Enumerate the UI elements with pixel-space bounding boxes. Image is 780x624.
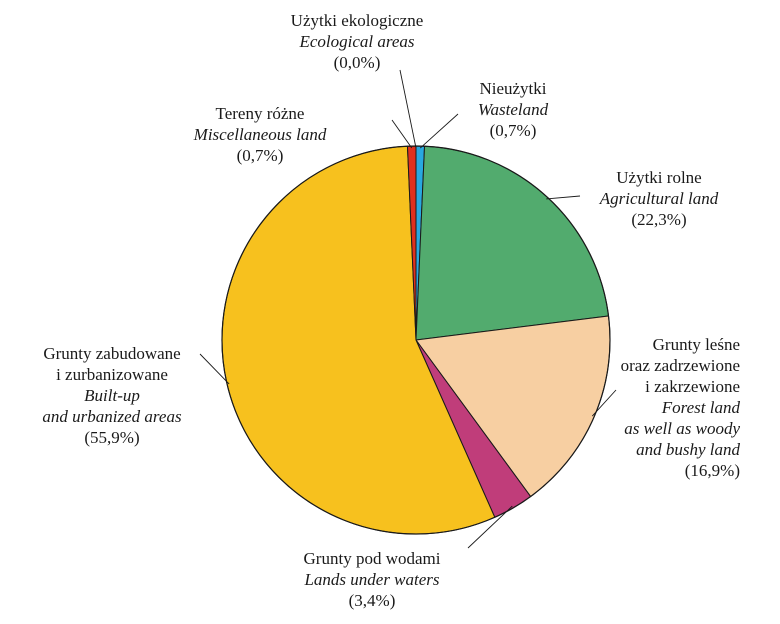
label-forest-pl-3: i zakrzewione — [645, 377, 740, 396]
label-agricultural-en: Agricultural land — [599, 189, 719, 208]
label-ecological-pl: Użytki ekologiczne — [290, 11, 424, 30]
label-forest-en-1: Forest land — [661, 398, 740, 417]
pie-slices — [221, 145, 611, 535]
label-builtup-pl-1: Grunty zabudowane — [43, 344, 181, 363]
label-wasteland-en: Wasteland — [477, 100, 549, 119]
label-ecological-value: (0,0%) — [333, 53, 381, 72]
label-builtup-pl-2: i zurbanizowane — [56, 365, 168, 384]
label-misc-en: Miscellaneous land — [193, 125, 327, 144]
leader-wasteland — [419, 113, 459, 149]
label-builtup: Grunty zabudowane i zurbanizowane Built-… — [10, 343, 214, 448]
label-forest-value: (16,9%) — [684, 461, 740, 480]
label-forest-pl-1: Grunty leśne — [652, 335, 740, 354]
label-misc-pl: Tereny różne — [215, 104, 305, 123]
slice-agricultural — [415, 145, 610, 341]
leader-ecological — [399, 69, 417, 149]
label-builtup-en-2: and urbanized areas — [42, 407, 182, 426]
leader-lines — [199, 69, 617, 549]
label-agricultural-value: (22,3%) — [631, 210, 687, 229]
label-waters-pl: Grunty pod wodami — [303, 549, 441, 568]
label-wasteland-value: (0,7%) — [489, 121, 537, 140]
label-builtup-en-1: Built-up — [84, 386, 140, 405]
label-forest: Grunty leśne oraz zadrzewione i zakrzewi… — [598, 334, 740, 481]
label-waters: Grunty pod wodami Lands under waters (3,… — [282, 548, 462, 611]
label-agricultural-pl: Użytki rolne — [616, 168, 702, 187]
label-wasteland-pl: Nieużytki — [479, 79, 547, 98]
label-waters-value: (3,4%) — [348, 591, 396, 610]
label-forest-en-3: and bushy land — [636, 440, 740, 459]
label-agricultural: Użytki rolne Agricultural land (22,3%) — [584, 167, 734, 230]
label-ecological: Użytki ekologiczne Ecological areas (0,0… — [262, 10, 452, 73]
leader-waters — [467, 505, 513, 549]
label-waters-en: Lands under waters — [304, 570, 440, 589]
leader-forest — [591, 389, 617, 417]
leader-misc — [391, 119, 413, 149]
label-builtup-value: (55,9%) — [84, 428, 140, 447]
label-ecological-en: Ecological areas — [299, 32, 415, 51]
label-forest-pl-2: oraz zadrzewione — [620, 356, 740, 375]
leader-builtup — [199, 353, 230, 385]
leader-agricultural — [546, 195, 581, 200]
label-misc-value: (0,7%) — [236, 146, 284, 165]
label-wasteland: Nieużytki Wasteland (0,7%) — [448, 78, 578, 141]
label-forest-en-2: as well as woody — [624, 419, 740, 438]
label-misc: Tereny różne Miscellaneous land (0,7%) — [170, 103, 350, 166]
